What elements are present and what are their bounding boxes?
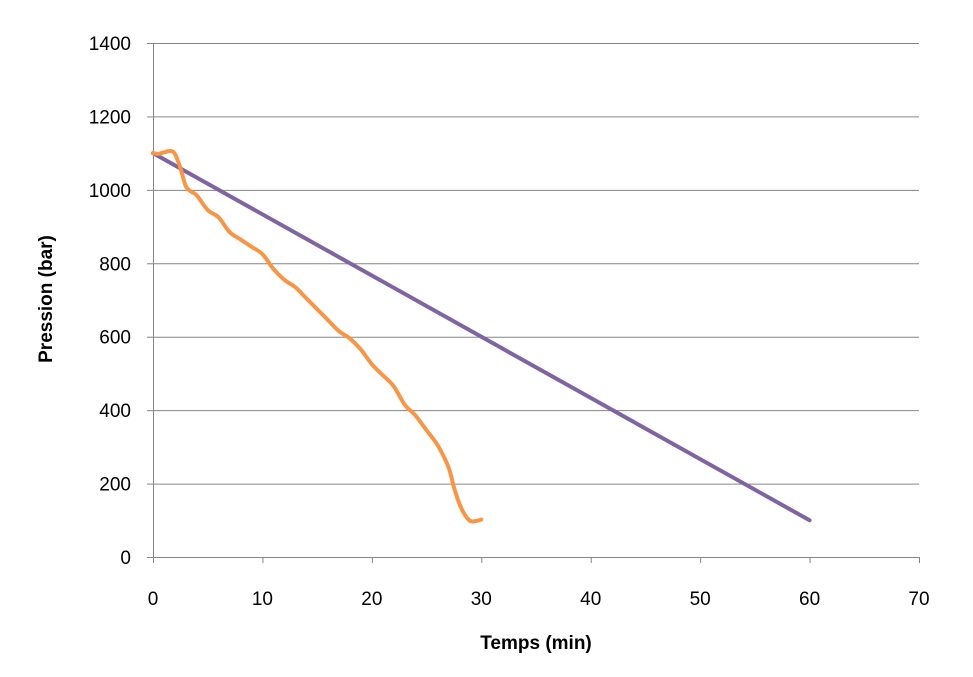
x-tick-label: 10 — [252, 589, 273, 610]
y-tick-label: 1200 — [89, 107, 131, 128]
x-tick-label: 40 — [580, 589, 601, 610]
y-tick-label: 1400 — [89, 34, 131, 55]
x-tick-label: 0 — [148, 589, 159, 610]
ticks: 0 200 400 600 800 1000 1200 1400 0 10 20 30 40 50 60 70 — [89, 34, 930, 610]
x-axis-title: Temps (min) — [480, 633, 592, 654]
series-line-1 — [151, 151, 812, 523]
y-tick-label: 1000 — [89, 181, 131, 202]
x-tick-label: 70 — [908, 589, 929, 610]
series-line-2 — [151, 148, 484, 524]
y-tick-label: 600 — [99, 328, 131, 349]
y-tick-label: 800 — [99, 254, 131, 275]
x-tick-label: 20 — [361, 589, 382, 610]
y-tick-label: 400 — [99, 401, 131, 422]
y-tick-label: 200 — [99, 475, 131, 496]
x-tick-label: 30 — [471, 589, 492, 610]
x-tick-label: 50 — [690, 589, 711, 610]
y-tick-label: 0 — [120, 548, 131, 569]
series — [151, 148, 812, 524]
axes — [153, 43, 919, 558]
y-axis-title: Pression (bar) — [36, 235, 57, 363]
gridlines — [153, 43, 919, 485]
x-tick-label: 60 — [799, 589, 820, 610]
